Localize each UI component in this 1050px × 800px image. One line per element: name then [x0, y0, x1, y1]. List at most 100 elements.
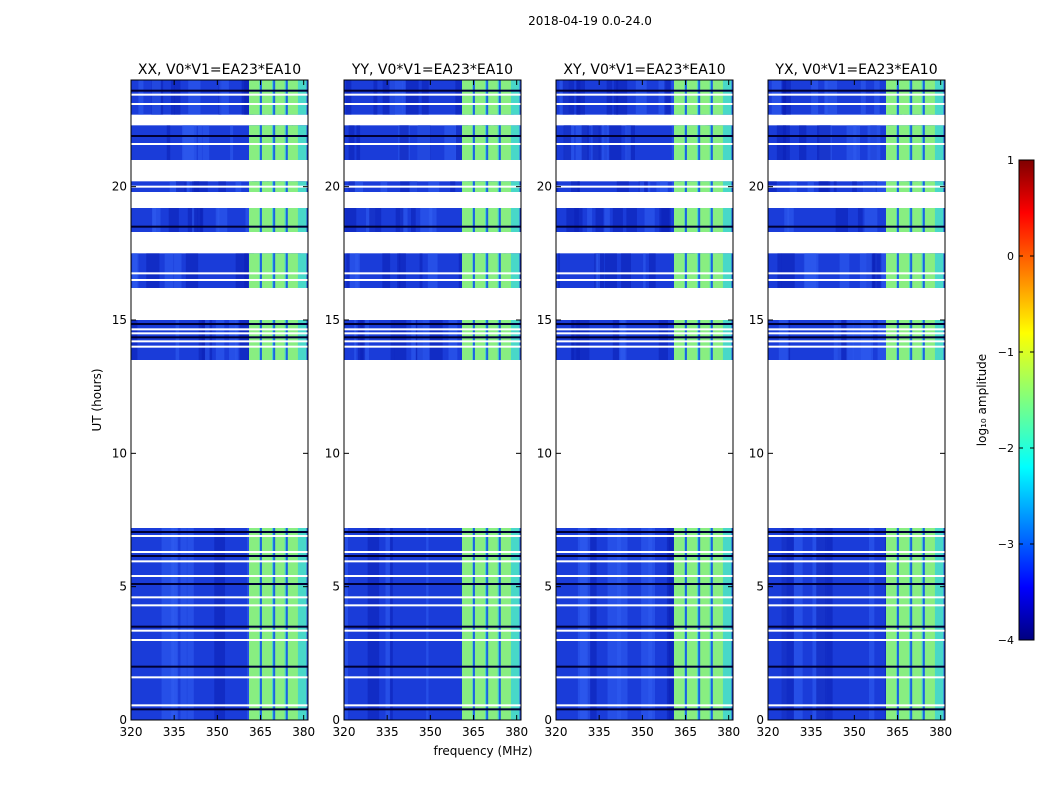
band-notch	[472, 125, 475, 160]
band-notch	[684, 125, 687, 160]
band-channel	[261, 208, 273, 232]
gap-line	[768, 596, 945, 599]
gap-line	[344, 676, 521, 679]
gap-line	[131, 531, 308, 533]
gap-line	[768, 279, 945, 281]
noise-stripe	[151, 80, 161, 115]
band-channel	[499, 528, 511, 720]
y-tick-label: 15	[325, 313, 340, 327]
band-channel	[286, 80, 298, 115]
noise-stripe	[782, 125, 790, 160]
x-tick-label: 365	[674, 725, 697, 739]
noise-stripe	[373, 80, 378, 115]
gap-line	[768, 625, 945, 628]
gap-line	[556, 535, 733, 537]
band-channel	[487, 208, 498, 232]
band-notch	[710, 208, 713, 232]
band-notch	[910, 208, 913, 232]
band-channel	[499, 208, 511, 232]
band-notch	[896, 528, 899, 720]
noise-stripe	[837, 320, 848, 360]
colorbar-label: log₁₀ amplitude	[975, 354, 989, 446]
band-channel	[886, 208, 897, 232]
y-tick-label: 10	[112, 446, 127, 460]
noise-stripe	[519, 80, 521, 115]
gap-line	[768, 332, 945, 335]
noise-stripe	[648, 253, 656, 288]
noise-stripe	[429, 320, 443, 360]
band-channel	[898, 320, 910, 360]
gap-line	[344, 560, 521, 563]
noise-stripe	[402, 80, 406, 115]
noise-stripe	[399, 208, 408, 232]
band-channel	[261, 320, 273, 360]
band-channel	[711, 125, 723, 160]
axes-frame	[555, 79, 734, 721]
band-channel	[462, 528, 473, 720]
noise-stripe	[426, 528, 429, 720]
band-notch	[472, 528, 475, 720]
gap-line	[344, 625, 521, 628]
band-channel	[462, 80, 473, 115]
gap-line	[556, 531, 733, 533]
noise-stripe	[648, 528, 653, 720]
noise-stripe	[563, 125, 572, 160]
noise-stripe	[367, 528, 380, 720]
gap-line	[344, 332, 521, 335]
band-notch	[273, 528, 276, 720]
noise-stripe	[587, 208, 593, 232]
band-notch	[285, 253, 288, 288]
x-tick-label: 365	[462, 725, 485, 739]
gap-line	[556, 225, 733, 228]
band-notch	[486, 208, 489, 232]
band-notch	[498, 125, 501, 160]
x-tick-label: 335	[376, 725, 399, 739]
noise-stripe	[399, 125, 409, 160]
noise-stripe	[799, 125, 807, 160]
band-notch	[285, 528, 288, 720]
gap-line	[768, 575, 945, 577]
band-channel	[699, 253, 710, 288]
noise-stripe	[235, 253, 249, 288]
band-channel	[261, 528, 273, 720]
noise-stripe	[600, 125, 610, 160]
gap-line	[768, 185, 945, 188]
noise-stripe	[860, 320, 871, 360]
band-channel	[274, 253, 285, 288]
band-notch	[896, 320, 899, 360]
noise-stripe	[170, 80, 175, 115]
band-channel	[249, 320, 260, 360]
band-channel	[898, 528, 910, 720]
y-tick-label: 5	[119, 580, 127, 594]
band-channel	[249, 208, 260, 232]
noise-stripe	[214, 528, 226, 720]
band-channel	[886, 528, 897, 720]
gap-line	[344, 551, 521, 553]
gap-line	[131, 279, 308, 281]
noise-stripe	[782, 80, 786, 115]
noise-stripe	[617, 528, 628, 720]
x-tick-label: 335	[588, 725, 611, 739]
noise-stripe	[346, 253, 350, 288]
noise-stripe	[839, 253, 850, 288]
gap-line	[768, 89, 945, 92]
gap-line	[556, 555, 733, 557]
band-channel	[474, 253, 486, 288]
gap-line	[556, 328, 733, 331]
x-tick-label: 335	[800, 725, 823, 739]
noise-stripe	[558, 253, 561, 288]
gap-line	[131, 625, 308, 628]
band-channel	[274, 528, 285, 720]
noise-stripe	[389, 80, 403, 115]
band-channel	[261, 125, 273, 160]
gap-line	[768, 93, 945, 96]
gap-line	[131, 225, 308, 228]
gap-line	[768, 225, 945, 228]
band-channel	[686, 253, 698, 288]
noise-stripe	[626, 208, 637, 232]
noise-stripe	[180, 528, 187, 720]
band-notch	[896, 125, 899, 160]
colorbar-tick-label: 0	[1007, 250, 1014, 263]
band-notch	[684, 320, 687, 360]
gap-line	[131, 323, 308, 325]
